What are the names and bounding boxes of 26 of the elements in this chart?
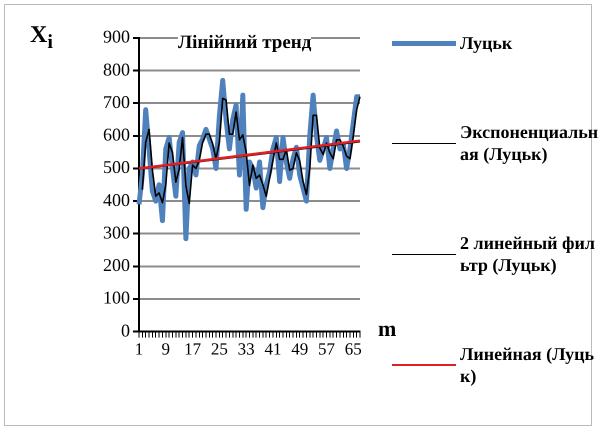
y-axis-title: X$_{i}$ <box>30 22 53 54</box>
legend-label: 2 линейный фильтр (Луцьк) <box>460 232 596 276</box>
chart-title: Лінійний тренд <box>178 32 312 54</box>
legend-label: Линейная (Луцьк) <box>460 343 595 387</box>
x-tick-label: 17 <box>184 339 202 358</box>
y-tick-label: 500 <box>103 157 130 178</box>
x-tick-label: 49 <box>291 339 308 358</box>
legend-label: Экспоненциальная (Луцьк) <box>460 121 600 165</box>
x-axis-title: m <box>378 316 396 342</box>
x-tick-label: 9 <box>162 339 170 358</box>
x-tick-label: 65 <box>344 339 362 358</box>
x-tick-label: 1 <box>134 339 144 358</box>
y-tick-label: 600 <box>103 124 130 145</box>
x-tick-label: 33 <box>238 339 255 358</box>
y-tick-label: 200 <box>103 255 130 276</box>
y-tick-label: 800 <box>103 59 130 80</box>
y-tick-label: 900 <box>103 26 130 47</box>
x-tick-label: 25 <box>210 339 228 358</box>
y-tick-label: 100 <box>103 288 130 308</box>
x-tick-label: 41 <box>264 339 282 358</box>
legend-label: Луцьк <box>460 32 514 54</box>
y-tick-label: 0 <box>121 320 130 340</box>
x-tick-label: 57 <box>318 339 336 358</box>
y-tick-label: 700 <box>103 92 130 112</box>
y-tick-label: 400 <box>103 190 130 210</box>
y-tick-label: 300 <box>103 222 130 242</box>
